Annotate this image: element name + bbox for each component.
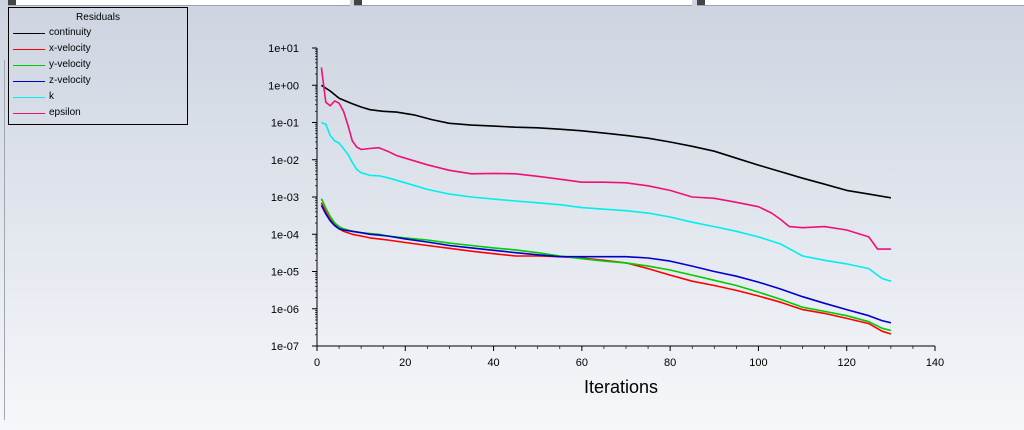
series-line-epsilon — [320, 67, 891, 250]
y-tick-label: 1e-02 — [271, 155, 299, 167]
legend-label: z-velocity — [49, 75, 91, 86]
y-tick-label: 1e+00 — [268, 80, 299, 92]
legend: Residuals continuity x-velocity y-veloci… — [8, 7, 188, 125]
legend-label: y-velocity — [49, 59, 91, 70]
series-line-continuity — [320, 84, 892, 199]
y-tick-label: 1e+01 — [268, 43, 299, 55]
legend-swatch — [13, 48, 45, 50]
legend-title: Residuals — [76, 12, 120, 23]
y-tick-label: 1e-04 — [271, 229, 299, 241]
grip-icon — [697, 0, 705, 5]
x-tick-label: 100 — [749, 357, 767, 369]
legend-entry-k: k — [13, 89, 54, 105]
x-axis-title: Iterations — [584, 377, 658, 397]
toolbar-strip-3 — [697, 0, 1024, 6]
series-line-k — [321, 121, 892, 282]
y-tick-label: 1e-07 — [271, 341, 299, 353]
legend-label: k — [49, 91, 54, 102]
legend-label: x-velocity — [49, 43, 91, 54]
grip-icon — [354, 0, 362, 5]
x-tick-label: 120 — [838, 357, 856, 369]
legend-entry-z-velocity: z-velocity — [13, 73, 91, 89]
series-line-x-velocity — [320, 202, 892, 335]
x-tick-label: 80 — [664, 357, 676, 369]
legend-label: continuity — [49, 27, 92, 38]
legend-swatch — [13, 80, 45, 82]
y-tick-label: 1e-05 — [271, 267, 299, 279]
legend-swatch — [13, 112, 45, 114]
legend-entry-epsilon: epsilon — [13, 105, 81, 121]
y-tick-label: 1e-03 — [271, 192, 299, 204]
x-tick-label: 60 — [576, 357, 588, 369]
legend-entry-continuity: continuity — [13, 25, 91, 41]
y-tick-label: 1e-01 — [271, 118, 299, 130]
legend-swatch — [13, 32, 45, 34]
legend-swatch — [13, 96, 45, 98]
series-line-z-velocity — [320, 204, 892, 324]
toolbar-strip-2 — [354, 0, 692, 6]
legend-entry-y-velocity: y-velocity — [13, 57, 91, 73]
y-tick-label: 1e-06 — [271, 304, 299, 316]
legend-label: epsilon — [49, 107, 81, 118]
x-tick-label: 140 — [926, 357, 944, 369]
x-tick-label: 40 — [487, 357, 499, 369]
window-edge — [0, 60, 5, 420]
legend-entry-x-velocity: x-velocity — [13, 41, 91, 57]
grip-icon — [8, 0, 16, 5]
toolbar-strip-1 — [8, 0, 350, 6]
legend-swatch — [13, 64, 45, 66]
x-tick-label: 20 — [399, 357, 411, 369]
x-tick-label: 0 — [314, 357, 320, 369]
